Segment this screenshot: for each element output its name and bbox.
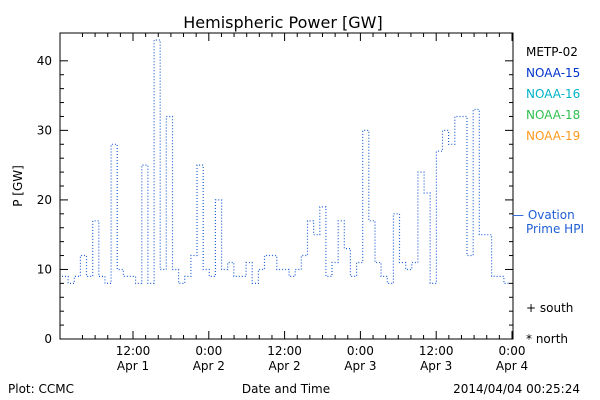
legend-entry: METP-02: [526, 45, 578, 59]
timestamp: 2014/04/04 00:25:24: [453, 382, 580, 396]
legend-entry: NOAA-16: [526, 87, 580, 101]
x-tick-date-label: Apr 2: [268, 359, 300, 373]
x-tick-date-label: Apr 4: [496, 359, 528, 373]
x-tick-time-label: 12:00: [419, 344, 454, 358]
legend: METP-02 NOAA-15 NOAA-16 NOAA-18 NOAA-19: [526, 45, 580, 143]
x-tick-time-label: 0:00: [347, 344, 374, 358]
x-tick-date-label: Apr 3: [420, 359, 452, 373]
annotation-text: — Ovation: [512, 208, 575, 222]
y-axis: 0 10 20 30 40: [37, 54, 513, 346]
y-tick-label: 30: [37, 123, 52, 137]
x-tick-time-label: 12:00: [267, 344, 302, 358]
y-tick-label: 40: [37, 54, 52, 68]
y-tick-label: 10: [37, 262, 52, 276]
x-tick-date-label: Apr 3: [344, 359, 376, 373]
annotation-text: * north: [526, 332, 568, 346]
series-line-ovation-prime-hpi: [62, 39, 510, 284]
x-tick-date-label: Apr 2: [193, 359, 225, 373]
series-layer: [62, 39, 510, 284]
annotation-text: + south: [526, 301, 573, 315]
x-axis-label: Date and Time: [242, 382, 330, 396]
legend-entry: NOAA-15: [526, 66, 580, 80]
x-tick-date-label: Apr 1: [117, 359, 149, 373]
y-tick-label: 0: [44, 332, 52, 346]
plot-credit: Plot: CCMC: [8, 382, 74, 396]
annotation-text: Prime HPI: [526, 222, 584, 236]
x-tick-time-label: 0:00: [499, 344, 526, 358]
chart-title: Hemispheric Power [GW]: [183, 13, 382, 32]
x-tick-time-label: 0:00: [195, 344, 222, 358]
legend-entry: NOAA-18: [526, 108, 580, 122]
legend-entry: NOAA-19: [526, 129, 580, 143]
y-tick-label: 20: [37, 193, 52, 207]
plot-frame: [59, 32, 514, 340]
y-axis-label: P [GW]: [11, 165, 25, 207]
x-tick-time-label: 12:00: [116, 344, 151, 358]
